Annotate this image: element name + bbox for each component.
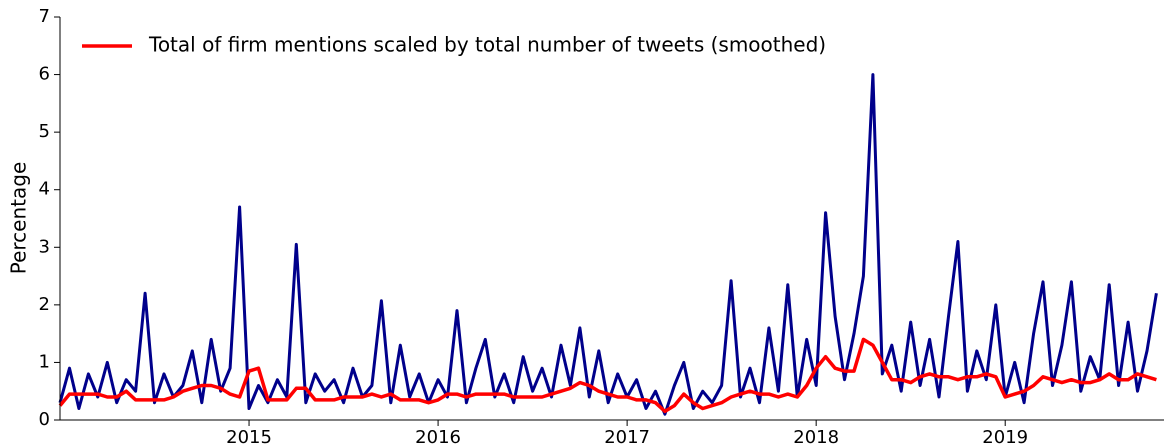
y-axis-label: Percentage xyxy=(7,162,31,275)
y-tick-label: 1 xyxy=(39,351,50,372)
x-tick-label: 2016 xyxy=(415,427,461,447)
y-tick-label: 7 xyxy=(39,6,50,27)
x-tick-label: 2018 xyxy=(793,427,839,447)
series-line xyxy=(58,337,1157,414)
series-line xyxy=(58,73,1158,416)
y-tick-label: 5 xyxy=(39,121,50,142)
y-tick-label: 0 xyxy=(39,409,50,430)
y-tick-label: 3 xyxy=(39,236,50,257)
y-tick-label: 6 xyxy=(39,64,50,85)
y-tick-label: 4 xyxy=(39,179,50,200)
x-tick-label: 2015 xyxy=(226,427,272,447)
x-tick-label: 2017 xyxy=(604,427,650,447)
y-tick-label: 2 xyxy=(39,294,50,315)
x-tick-label: 2019 xyxy=(982,427,1028,447)
legend-label: Total of firm mentions scaled by total n… xyxy=(148,33,826,57)
